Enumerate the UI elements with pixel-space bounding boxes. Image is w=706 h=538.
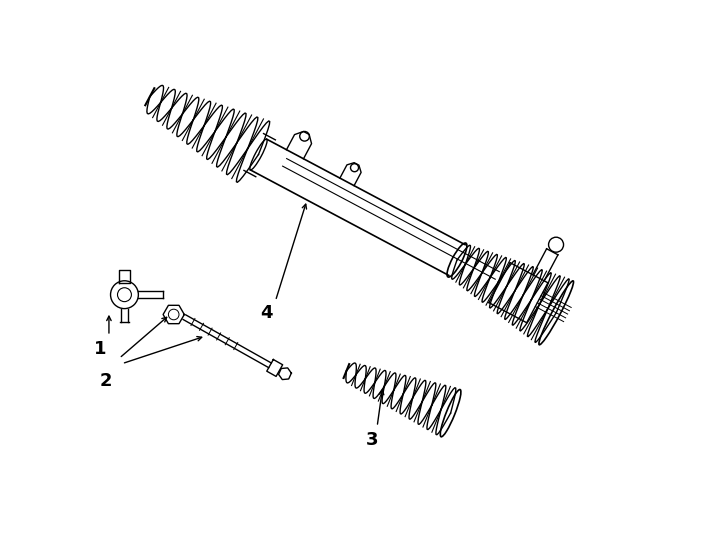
Ellipse shape: [117, 288, 131, 302]
Ellipse shape: [250, 139, 267, 170]
Ellipse shape: [441, 390, 461, 437]
Ellipse shape: [549, 237, 563, 252]
Ellipse shape: [350, 164, 359, 172]
Ellipse shape: [111, 281, 138, 309]
Ellipse shape: [539, 281, 573, 345]
Text: 2: 2: [100, 372, 112, 390]
Text: 1: 1: [94, 339, 107, 358]
Text: 4: 4: [260, 304, 273, 322]
Ellipse shape: [447, 243, 467, 277]
Ellipse shape: [300, 131, 309, 141]
Ellipse shape: [169, 309, 179, 320]
Text: 3: 3: [366, 430, 378, 449]
